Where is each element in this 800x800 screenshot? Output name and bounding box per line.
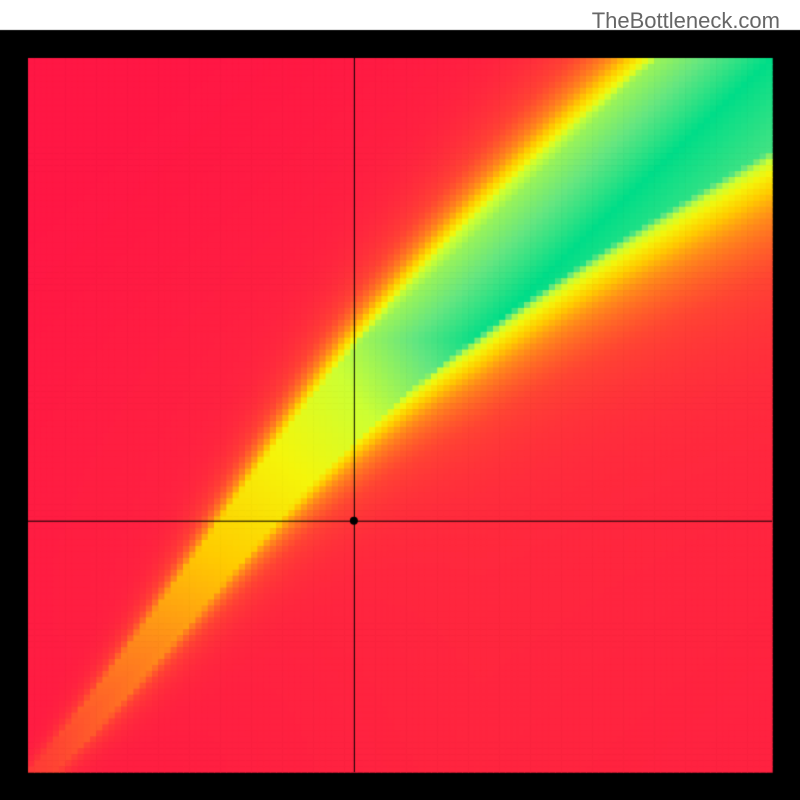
bottleneck-heatmap [0, 0, 800, 800]
watermark-text: TheBottleneck.com [592, 8, 780, 34]
